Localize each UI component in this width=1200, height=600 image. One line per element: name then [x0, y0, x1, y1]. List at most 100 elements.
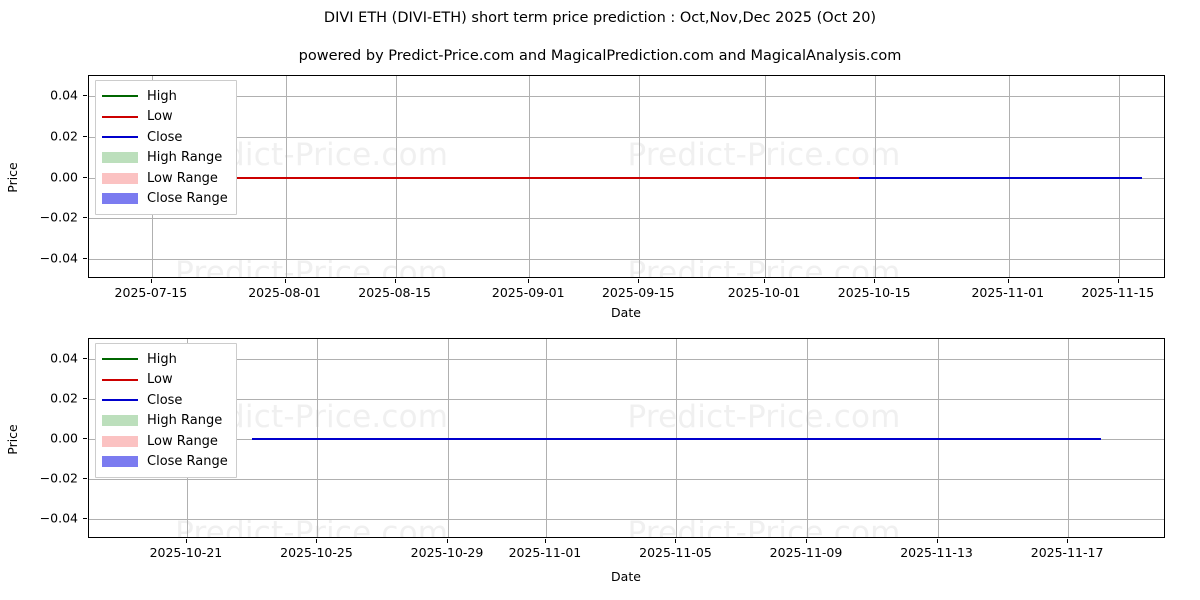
yaxis-tick-label: −0.04 — [39, 510, 78, 526]
series-line-low — [191, 176, 860, 179]
xaxis-tick-mark — [1067, 539, 1069, 543]
legend-swatch-close-icon — [102, 130, 138, 144]
xaxis-tick-label: 2025-10-25 — [280, 545, 353, 560]
xaxis-tick-label: 2025-11-09 — [769, 545, 843, 560]
legend-item-high-range: High Range — [102, 148, 228, 169]
legend-label: Close Range — [147, 191, 228, 207]
top-chart-yaxis-label: Price — [4, 162, 20, 193]
xaxis-tick-label: 2025-10-15 — [837, 285, 911, 300]
legend-label: High Range — [147, 150, 223, 166]
xaxis-tick-label: 2025-11-01 — [971, 285, 1045, 300]
xaxis-tick-mark — [544, 539, 546, 543]
gridline-horizontal — [89, 359, 1164, 360]
yaxis-tick-mark — [83, 478, 87, 479]
xaxis-tick-mark — [806, 539, 807, 543]
top-chart-xaxis-label: Date — [611, 305, 641, 320]
bottom-chart-xaxis-label: Date — [611, 569, 641, 584]
xaxis-tick-mark — [675, 539, 677, 543]
xaxis-tick-label: 2025-09-15 — [601, 285, 675, 300]
legend-item-high: High — [102, 86, 228, 107]
figure-title: DIVI ETH (DIVI-ETH) short term price pre… — [323, 10, 877, 26]
xaxis-tick-mark — [284, 279, 286, 283]
legend-label: High — [147, 88, 177, 104]
xaxis-tick-mark — [185, 539, 187, 543]
legend-label: Low Range — [147, 433, 218, 449]
yaxis-tick-mark — [83, 95, 87, 97]
gridline-horizontal — [89, 399, 1164, 400]
legend-swatch-close-icon — [102, 393, 138, 407]
gridline-horizontal — [89, 218, 1164, 220]
xaxis-tick-mark — [1007, 279, 1009, 283]
legend-label: Close — [147, 129, 183, 145]
legend-item-close-range: Close Range — [102, 189, 228, 210]
legend-item-low: Low — [102, 107, 228, 128]
xaxis-tick-mark — [638, 279, 640, 283]
gridline-horizontal — [89, 96, 1164, 98]
bottom-chart-yaxis-label: Price — [4, 424, 20, 455]
series-line-close — [252, 438, 1101, 440]
xaxis-tick-label: 2025-11-17 — [1030, 545, 1104, 560]
xaxis-tick-label: 2025-11-15 — [1081, 285, 1155, 300]
xaxis-tick-mark — [764, 279, 766, 283]
legend-label: Close Range — [147, 454, 228, 470]
yaxis-tick-mark — [83, 176, 87, 178]
xaxis-tick-label: 2025-10-21 — [149, 545, 223, 560]
xaxis-tick-mark — [316, 539, 318, 543]
legend-swatch-high-range-icon — [102, 152, 138, 164]
yaxis-tick-label: −0.04 — [39, 250, 78, 266]
xaxis-tick-label: 2025-10-29 — [410, 545, 484, 560]
top-chart-inner: Predict-Price.com Predict-Price.com Predic… — [89, 76, 1164, 277]
legend-swatch-high-icon — [102, 352, 138, 366]
yaxis-tick-label: −0.02 — [39, 209, 78, 225]
xaxis-tick-mark — [874, 279, 876, 283]
legend-label: High — [147, 351, 177, 367]
series-line-close — [859, 176, 1143, 179]
yaxis-tick-mark — [83, 438, 87, 439]
yaxis-tick-label: 0.04 — [50, 350, 78, 366]
xaxis-tick-mark — [447, 539, 448, 543]
gridline-horizontal — [89, 479, 1164, 480]
legend-label: Low — [147, 372, 173, 388]
legend-label: Close — [147, 392, 183, 408]
legend-item-close: Close — [102, 390, 228, 411]
yaxis-tick-label: 0.00 — [50, 169, 78, 184]
legend-label: Low Range — [147, 170, 218, 186]
bottom-chart-legend: High Low Close High Range Low Range Close Ran… — [95, 343, 237, 478]
legend-swatch-low-range-icon — [102, 172, 138, 184]
xaxis-tick-label: 2025-07-15 — [114, 285, 188, 300]
xaxis-tick-label: 2025-10-01 — [727, 285, 801, 300]
legend-item-high: High — [102, 349, 228, 370]
gridline-horizontal — [89, 136, 1164, 138]
yaxis-tick-mark — [83, 257, 87, 259]
yaxis-tick-mark — [83, 135, 87, 137]
yaxis-tick-mark — [83, 217, 87, 219]
yaxis-tick-mark — [83, 518, 87, 519]
bottom-chart-plot-area: Predict-Price.com Predict-Price.com Predic… — [88, 338, 1165, 538]
gridline-horizontal — [89, 258, 1164, 260]
legend-swatch-high-icon — [102, 89, 138, 103]
xaxis-tick-label: 2025-09-01 — [491, 285, 565, 300]
yaxis-tick-label: 0.00 — [50, 430, 78, 446]
legend-item-high-range: High Range — [102, 411, 228, 432]
xaxis-tick-label: 2025-11-13 — [900, 545, 973, 560]
top-chart-plot-area: Predict-Price.com Predict-Price.com Predic… — [88, 75, 1165, 278]
legend-item-low-range: Low Range — [102, 168, 228, 189]
xaxis-tick-mark — [150, 279, 152, 283]
yaxis-tick-label: −0.02 — [39, 470, 78, 486]
legend-label: High Range — [147, 413, 223, 429]
legend-item-close: Close — [102, 127, 228, 148]
xaxis-tick-mark — [528, 279, 530, 283]
watermark-text: Predict-Price.com — [627, 399, 901, 435]
xaxis-tick-label: 2025-11-01 — [508, 545, 582, 560]
xaxis-tick-mark — [394, 279, 396, 283]
xaxis-tick-label: 2025-08-15 — [358, 285, 431, 300]
gridline-horizontal — [89, 519, 1164, 520]
yaxis-tick-label: 0.02 — [50, 128, 78, 144]
yaxis-tick-mark — [83, 398, 87, 399]
xaxis-tick-label: 2025-11-05 — [639, 545, 712, 560]
legend-item-low: Low — [102, 370, 228, 391]
yaxis-tick-mark — [83, 358, 87, 359]
legend-item-close-range: Close Range — [102, 452, 228, 473]
legend-swatch-high-range-icon — [102, 415, 138, 427]
